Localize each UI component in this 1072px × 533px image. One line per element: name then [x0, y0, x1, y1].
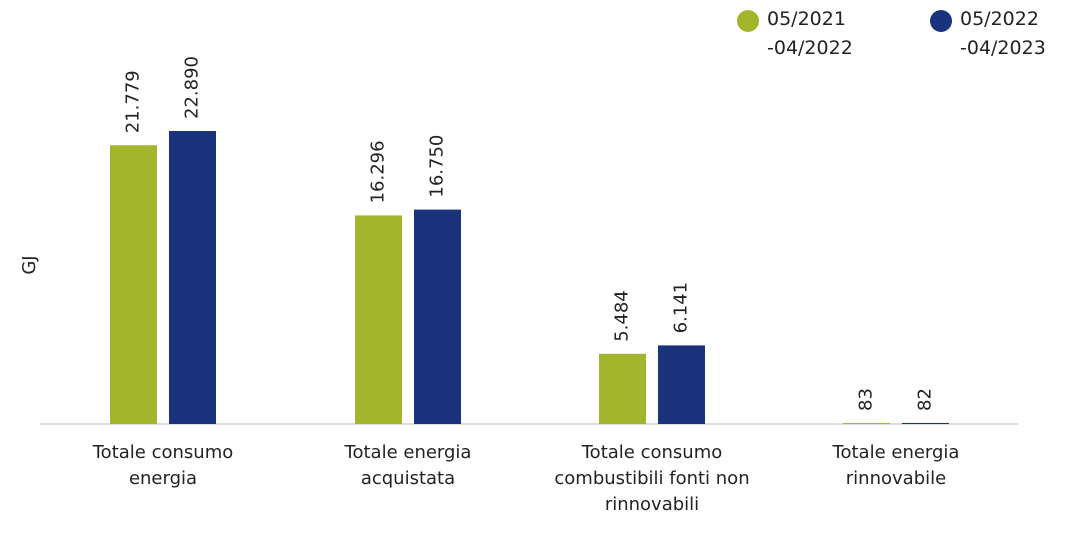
bar — [658, 345, 705, 424]
y-axis-label: GJ — [19, 255, 40, 274]
legend-swatch — [737, 10, 759, 32]
value-label: 83 — [856, 388, 877, 411]
bar — [843, 422, 890, 424]
bar — [110, 145, 157, 424]
value-label: 6.141 — [671, 282, 692, 334]
bar — [599, 353, 646, 424]
bar — [355, 215, 402, 424]
x-tick-label: Totale energia acquistata — [344, 442, 472, 489]
value-label: 5.484 — [612, 290, 633, 342]
bar — [414, 209, 461, 424]
value-label: 16.750 — [427, 135, 448, 198]
bar — [169, 131, 216, 424]
value-label: 82 — [915, 388, 936, 411]
x-tick-label: Totale consumo combustibili fonti non ri… — [554, 442, 750, 515]
value-label: 22.890 — [182, 56, 203, 119]
x-tick-label: Totale energia rinnovabile — [832, 442, 960, 489]
x-tick-label: Totale consumo energia — [92, 442, 234, 489]
legend-label: 05/2021 -04/2022 — [767, 8, 853, 59]
legend-label: 05/2022 -04/2023 — [960, 8, 1046, 59]
legend-swatch — [930, 10, 952, 32]
bar — [902, 422, 949, 424]
value-label: 16.296 — [368, 140, 389, 203]
value-label: 21.779 — [123, 70, 144, 133]
